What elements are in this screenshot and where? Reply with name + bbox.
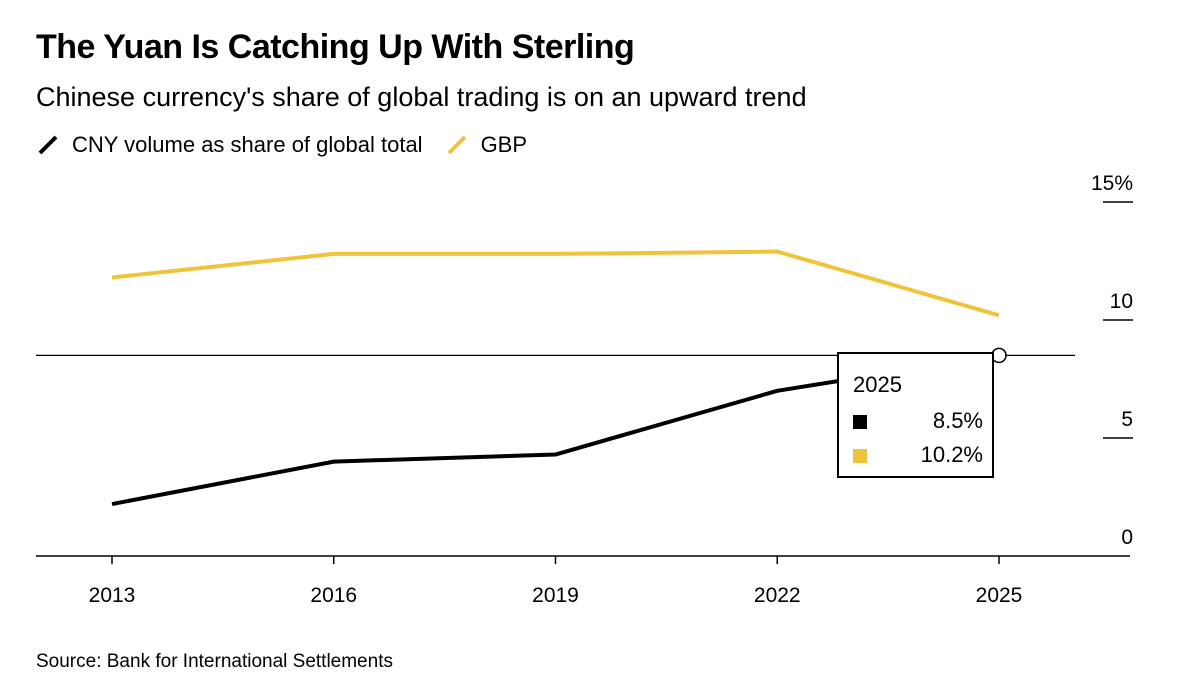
hover-point-marker — [991, 347, 1007, 364]
y-tick-label: 15% — [1091, 172, 1133, 195]
x-tick-label: 2016 — [310, 584, 357, 607]
y-tick-label: 5 — [1121, 408, 1133, 431]
tooltip-row-cny: 8.5% — [853, 408, 983, 434]
legend-gbp-label: GBP — [480, 132, 528, 157]
tooltip-cny-value: 8.5% — [932, 408, 983, 433]
legend: CNY volume as share of global total GBP — [36, 132, 527, 158]
x-tick-label: 2022 — [754, 584, 801, 607]
tooltip: 2025 8.5% 10.2% — [837, 352, 994, 478]
tooltip-year: 2025 — [853, 372, 902, 397]
chart-title: The Yuan Is Catching Up With Sterling — [36, 28, 635, 66]
tooltip-row-gbp: 10.2% — [853, 442, 983, 468]
tooltip-gbp-value: 10.2% — [920, 442, 983, 467]
x-tick-label: 2025 — [976, 584, 1023, 607]
legend-gbp-swatch — [447, 135, 466, 155]
chart-subtitle: Chinese currency's share of global tradi… — [36, 82, 807, 112]
source-note: Source: Bank for International Settlemen… — [36, 651, 393, 672]
x-tick-label: 2019 — [532, 584, 579, 607]
legend-cny-swatch — [38, 135, 58, 155]
y-tick-label: 10 — [1110, 290, 1133, 313]
legend-cny-label: CNY volume as share of global total — [72, 132, 423, 157]
x-tick-label: 2013 — [89, 584, 136, 607]
y-tick-label: 0 — [1121, 526, 1133, 549]
series-line-gbp — [111, 249, 1000, 318]
